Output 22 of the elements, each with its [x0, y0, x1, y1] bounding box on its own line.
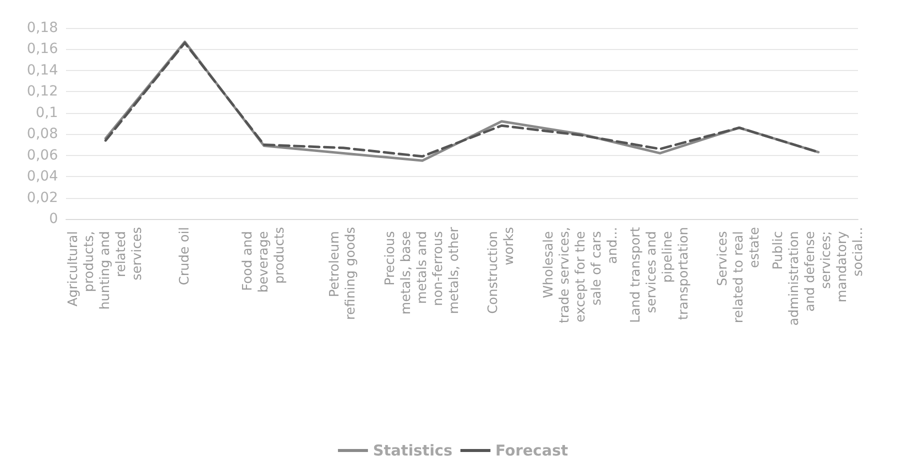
y-tick-label: 0,04: [26, 168, 58, 185]
x-tick-label: Public administration and defense services; mandatory social...: [770, 227, 866, 326]
x-tick-label: Crude oil: [177, 227, 192, 286]
x-tick-label: Land transport services and pipeline transportation: [628, 227, 692, 323]
y-tick-label: 0,12: [26, 84, 58, 100]
y-tick-label: 0,14: [26, 62, 58, 78]
y-tick-label: 0,1: [36, 104, 58, 121]
x-tick-label: Precious metals, base metals and non-ferrous metals, other: [382, 226, 462, 314]
x-tick-label: Petroleum refining goods: [328, 226, 359, 320]
y-tick-label: 0: [49, 211, 58, 227]
y-tick-label: 0,02: [26, 190, 58, 206]
x-tick-label: Construction works: [486, 226, 518, 314]
y-tick-label: 0,16: [26, 41, 58, 58]
x-tick-label: Wholesale trade services, except for the sale of cars and...: [541, 227, 620, 326]
y-tick-label: 0,08: [26, 126, 58, 142]
y-tick-label: 0,18: [26, 20, 58, 36]
x-tick-label: Agricultural products, hunting and related services: [66, 226, 146, 310]
y-tick-label: 0,06: [26, 147, 58, 164]
x-tick-label: Services related to real estate: [716, 227, 763, 324]
x-tick-label: Food and beverage products: [240, 226, 288, 293]
legend-label: Forecast: [495, 442, 568, 460]
legend-label: Statistics: [372, 442, 452, 460]
